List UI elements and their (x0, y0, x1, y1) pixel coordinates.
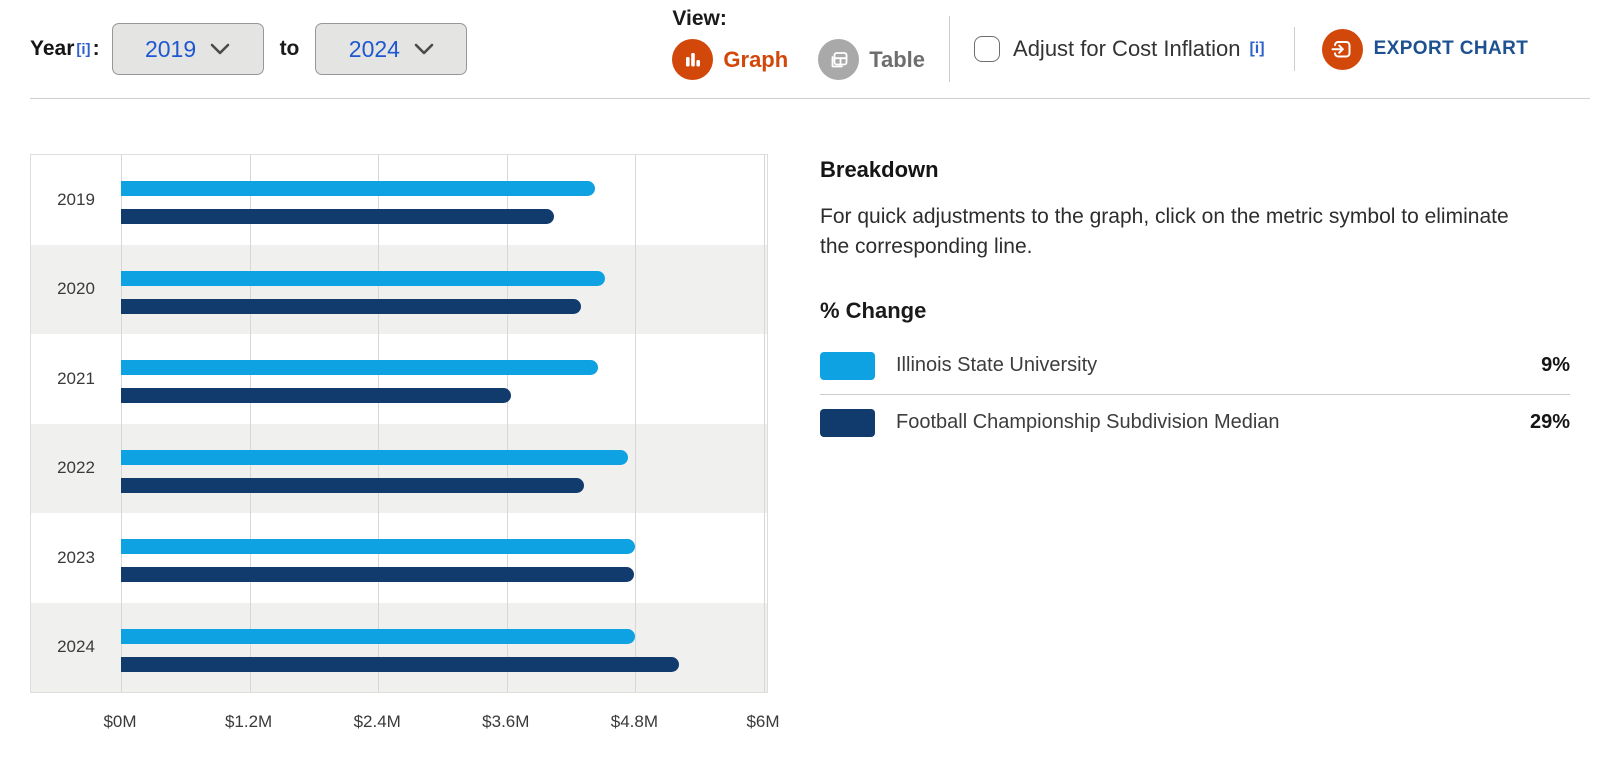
year-to-dropdown[interactable]: 2024 (315, 23, 468, 75)
table-view-button[interactable]: Table (818, 39, 925, 80)
table-view-label: Table (869, 46, 926, 72)
inflation-control: Adjust for Cost Inflation [i] (974, 36, 1267, 62)
year-label: 2019 (57, 189, 95, 209)
year-range-controls: Year [i] : 2019 to 2024 (30, 23, 468, 75)
breakdown-title: Breakdown (820, 157, 939, 182)
chart-row-2022 (31, 423, 767, 513)
chart-row-2023 (31, 513, 767, 603)
pct-change-title: % Change (820, 297, 927, 323)
graph-view-button[interactable]: Graph (672, 39, 788, 80)
metric-swatch-illinois-state[interactable] (820, 351, 875, 380)
gridline (764, 155, 765, 692)
year-from-dropdown[interactable]: 2019 (111, 23, 264, 75)
table-icon (818, 39, 860, 80)
graph-view-label: Graph (723, 46, 789, 72)
export-chart-label: EXPORT CHART (1373, 38, 1529, 59)
content: 2019 2020 2021 2022 2023 2024 $0M $1.2M $2.4M $3… (30, 154, 1620, 746)
x-axis-tick: $0M (103, 712, 137, 731)
pct-change-value: 9% (1541, 354, 1570, 377)
gridline (249, 155, 251, 692)
year-label: 2021 (57, 368, 95, 388)
metric-swatch-fcs-median[interactable] (820, 408, 875, 437)
bar-2020-illinois-state[interactable] (121, 270, 606, 286)
year-to-value: 2024 (348, 35, 400, 62)
x-axis-tick: $1.2M (224, 712, 273, 731)
chart-row-2019 (31, 155, 767, 245)
gridline (378, 155, 380, 692)
year-label: 2023 (57, 547, 95, 567)
gridline (121, 155, 122, 692)
bar-2019-fcs-median[interactable] (121, 209, 554, 224)
inflation-info-icon[interactable]: [i] (1249, 40, 1265, 57)
legend-label: Illinois State University (896, 354, 1098, 377)
pct-change-value: 29% (1529, 411, 1570, 434)
x-axis-tick: $2.4M (353, 712, 401, 731)
bar-2022-fcs-median[interactable] (121, 477, 584, 493)
export-icon (1321, 28, 1363, 70)
to-label: to (279, 37, 300, 60)
view-label: View: (672, 7, 727, 30)
view-toggle: View: Graph Table (672, 0, 925, 80)
bar-chart-icon (672, 39, 714, 80)
breakdown-panel: Breakdown For quick adjustments to the g… (820, 154, 1570, 746)
bar-2023-illinois-state[interactable] (121, 539, 636, 554)
legend: Illinois State University 9% Football Ch… (820, 338, 1570, 451)
legend-label: Football Championship Subdivision Median (896, 411, 1280, 434)
chart-row-2020 (31, 244, 767, 334)
toolbar: Year [i] : 2019 to 2024 View: Graph (30, 0, 1590, 99)
legend-row: Football Championship Subdivision Median… (820, 393, 1570, 451)
x-axis-tick: $4.8M (610, 712, 659, 731)
chevron-down-icon (414, 43, 434, 55)
bar-2022-illinois-state[interactable] (121, 449, 628, 465)
chevron-down-icon (210, 43, 230, 55)
toolbar-divider (1293, 27, 1295, 71)
bar-2024-illinois-state[interactable] (121, 628, 636, 644)
year-label: 2024 (57, 637, 95, 657)
year-label: Year (30, 37, 75, 60)
bar-2020-fcs-median[interactable] (121, 298, 581, 314)
toolbar-divider (949, 16, 951, 82)
gridline (506, 155, 508, 692)
chart-row-2024 (31, 602, 767, 692)
x-axis-tick: $3.6M (482, 712, 530, 731)
bar-2021-fcs-median[interactable] (121, 388, 512, 403)
gridline (635, 155, 637, 692)
export-chart-button[interactable]: EXPORT CHART (1321, 28, 1529, 70)
year-from-value: 2019 (144, 35, 197, 62)
bar-2024-fcs-median[interactable] (121, 656, 680, 672)
chart-area: 2019 2020 2021 2022 2023 2024 $0M $1.2M $2.4M $3… (30, 154, 780, 746)
inflation-label: Adjust for Cost Inflation (1013, 36, 1241, 61)
bar-chart: 2019 2020 2021 2022 2023 2024 (30, 154, 768, 693)
legend-row: Illinois State University 9% (820, 338, 1570, 394)
bar-2023-fcs-median[interactable] (121, 567, 635, 582)
year-info-icon[interactable]: [i] (76, 40, 91, 58)
inflation-checkbox[interactable] (974, 36, 1001, 62)
x-axis-tick: $6M (746, 712, 780, 731)
breakdown-description: For quick adjustments to the graph, clic… (820, 205, 1509, 258)
year-label: 2022 (57, 458, 95, 478)
x-axis: $0M $1.2M $2.4M $3.6M $4.8M $6M (30, 712, 779, 746)
year-label-colon: : (92, 37, 100, 60)
bar-2021-illinois-state[interactable] (121, 360, 598, 375)
bar-2019-illinois-state[interactable] (121, 181, 595, 196)
chart-row-2021 (31, 334, 767, 424)
year-label: 2020 (57, 279, 95, 299)
